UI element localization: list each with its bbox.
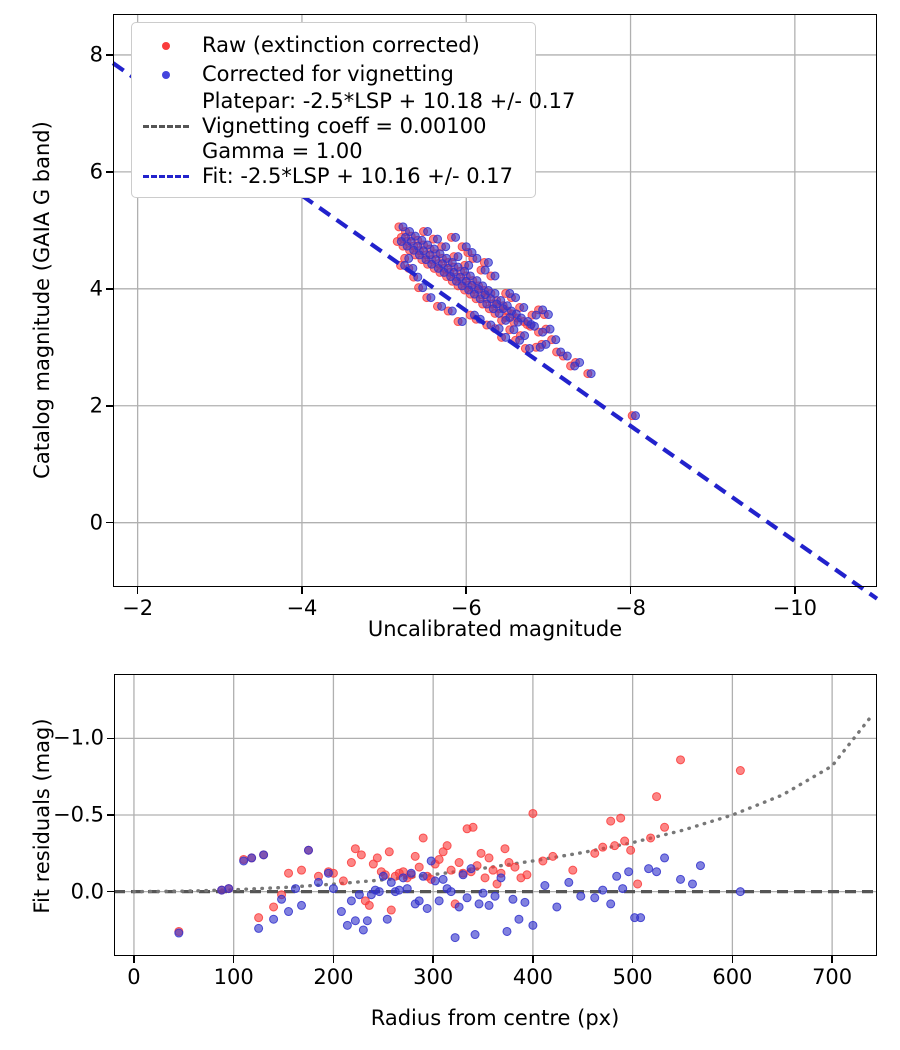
legend-entry-gamma: Gamma = 1.00 bbox=[141, 139, 525, 164]
y-tick-mark bbox=[107, 814, 114, 816]
calibration-legend: Raw (extinction corrected) Corrected for… bbox=[131, 22, 575, 198]
legend-marker-platepar bbox=[141, 92, 191, 112]
y-tick-label: −1.0 bbox=[53, 725, 104, 750]
x-tick-mark bbox=[133, 956, 135, 963]
y-tick-mark bbox=[106, 521, 113, 524]
x-tick-label: 600 bbox=[712, 965, 753, 989]
x-tick-label: 500 bbox=[612, 965, 653, 989]
x-tick-mark bbox=[232, 956, 235, 963]
x-tick-label: 700 bbox=[812, 965, 853, 989]
x-tick-label: −6 bbox=[450, 596, 482, 620]
y-tick-mark bbox=[106, 54, 113, 56]
y-tick-label: 0.0 bbox=[70, 879, 104, 904]
y-tick-mark bbox=[106, 171, 113, 173]
y-tick-label: 4 bbox=[89, 276, 103, 301]
legend-label-vignetting: Vignetting coeff = 0.00100 bbox=[202, 114, 487, 139]
x-tick-mark bbox=[629, 587, 632, 594]
y-tick-label: 0 bbox=[89, 510, 103, 535]
x-tick-mark bbox=[301, 587, 303, 594]
legend-label-platepar: Platepar: -2.5*LSP + 10.18 +/- 0.17 bbox=[202, 89, 576, 114]
x-tick-mark bbox=[731, 956, 734, 963]
legend-marker-fit bbox=[141, 167, 191, 187]
legend-entry-platepar: Platepar: -2.5*LSP + 10.18 +/- 0.17 bbox=[141, 89, 575, 114]
x-tick-label: 100 bbox=[213, 965, 254, 989]
x-tick-label: −10 bbox=[772, 596, 818, 620]
x-tick-label: −4 bbox=[286, 596, 318, 620]
y-tick-label: 2 bbox=[89, 393, 103, 418]
scatter-dot-icon-corrected bbox=[162, 70, 170, 79]
y-tick-label: 6 bbox=[89, 159, 103, 184]
legend-marker-vignetting bbox=[141, 117, 191, 137]
legend-entry-corrected: Corrected for vignetting bbox=[141, 60, 525, 89]
legend-label-gamma: Gamma = 1.00 bbox=[202, 139, 363, 164]
x-tick-label: 400 bbox=[512, 965, 553, 989]
dashed-line-icon-fit bbox=[143, 175, 189, 178]
x-tick-mark bbox=[465, 587, 468, 594]
legend-entry-fit: Fit: -2.5*LSP + 10.16 +/- 0.17 bbox=[141, 164, 525, 189]
residuals-plot-axes bbox=[114, 674, 877, 956]
legend-label-corrected: Corrected for vignetting bbox=[202, 62, 454, 87]
y-tick-mark bbox=[106, 404, 113, 407]
y-tick-mark bbox=[107, 890, 114, 893]
y-tick-mark bbox=[106, 288, 113, 290]
residuals-plot-canvas bbox=[114, 674, 877, 956]
dashed-line-icon-vignetting bbox=[143, 125, 189, 128]
y-tick-label: 8 bbox=[89, 42, 103, 67]
residuals-y-axis-title: Fit residuals (mag) bbox=[30, 718, 54, 914]
x-tick-mark bbox=[831, 956, 833, 963]
x-tick-mark bbox=[332, 956, 335, 963]
legend-marker-gamma bbox=[141, 142, 191, 162]
calibration-x-axis-title: Uncalibrated magnitude bbox=[367, 617, 623, 641]
scatter-dot-icon-raw bbox=[162, 41, 170, 50]
y-tick-label: −0.5 bbox=[53, 802, 104, 827]
legend-entry-raw: Raw (extinction corrected) bbox=[141, 31, 525, 60]
x-tick-label: 0 bbox=[127, 965, 141, 989]
legend-marker-corrected bbox=[141, 65, 191, 85]
x-tick-mark bbox=[432, 956, 434, 963]
legend-marker-raw bbox=[141, 36, 191, 56]
x-tick-mark bbox=[794, 587, 796, 594]
legend-label-raw: Raw (extinction corrected) bbox=[202, 33, 480, 58]
legend-entry-vignetting: Vignetting coeff = 0.00100 bbox=[141, 114, 525, 139]
x-tick-mark bbox=[532, 956, 534, 963]
x-tick-mark bbox=[631, 956, 634, 963]
legend-label-fit: Fit: -2.5*LSP + 10.16 +/- 0.17 bbox=[202, 164, 513, 189]
x-tick-label: 300 bbox=[413, 965, 454, 989]
x-tick-label: −8 bbox=[615, 596, 647, 620]
calibration-y-axis-title: Catalog magnitude (GAIA G band) bbox=[30, 121, 54, 479]
x-tick-mark bbox=[136, 587, 139, 594]
y-tick-mark bbox=[107, 737, 114, 740]
residuals-x-axis-title: Radius from centre (px) bbox=[370, 1006, 620, 1030]
x-tick-label: −2 bbox=[122, 596, 154, 620]
x-tick-label: 200 bbox=[313, 965, 354, 989]
